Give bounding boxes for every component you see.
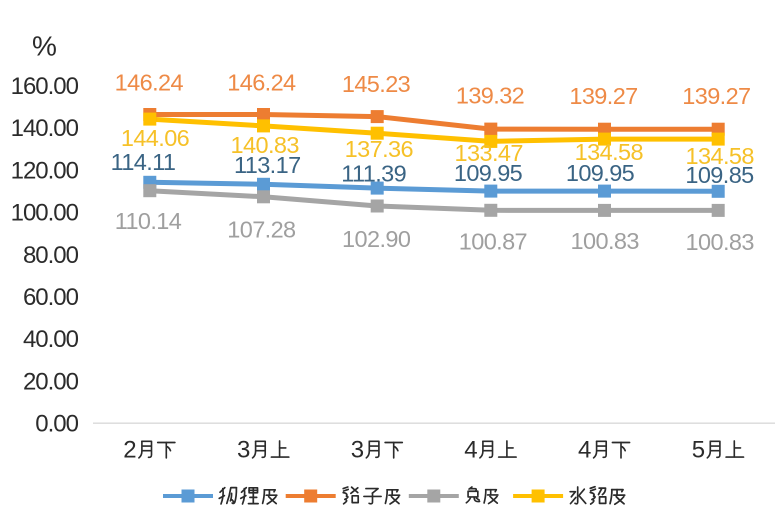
svg-text:4: 4 <box>464 436 477 463</box>
svg-text:102.90: 102.90 <box>342 226 411 252</box>
svg-text:100.00: 100.00 <box>11 200 79 227</box>
svg-text:3: 3 <box>351 436 364 463</box>
svg-text:80.00: 80.00 <box>23 242 79 269</box>
svg-text:140.83: 140.83 <box>231 132 300 158</box>
svg-text:109.95: 109.95 <box>566 160 635 186</box>
svg-text:144.06: 144.06 <box>121 125 190 151</box>
svg-text:160.00: 160.00 <box>11 73 79 100</box>
svg-text:3: 3 <box>237 436 250 463</box>
svg-text:146.24: 146.24 <box>227 69 296 95</box>
svg-text:109.85: 109.85 <box>685 162 754 188</box>
svg-text:5: 5 <box>692 436 705 463</box>
svg-text:113.17: 113.17 <box>234 152 301 178</box>
svg-text:146.24: 146.24 <box>115 69 184 95</box>
svg-text:110.14: 110.14 <box>115 208 182 234</box>
svg-text:4: 4 <box>578 436 591 463</box>
svg-text:139.27: 139.27 <box>682 83 750 109</box>
svg-text:60.00: 60.00 <box>23 284 79 311</box>
svg-text:134.58: 134.58 <box>686 143 755 169</box>
svg-text:20.00: 20.00 <box>23 368 79 395</box>
svg-text:0.00: 0.00 <box>35 411 78 438</box>
svg-text:%: % <box>32 31 57 62</box>
svg-text:134.58: 134.58 <box>575 139 644 165</box>
svg-text:133.47: 133.47 <box>455 140 523 166</box>
svg-text:111.39: 111.39 <box>341 161 406 187</box>
svg-text:107.28: 107.28 <box>227 217 296 243</box>
svg-text:120.00: 120.00 <box>11 157 79 184</box>
svg-text:100.83: 100.83 <box>571 228 640 254</box>
svg-text:137.36: 137.36 <box>345 136 414 162</box>
svg-text:140.00: 140.00 <box>11 115 79 142</box>
svg-text:40.00: 40.00 <box>23 326 79 353</box>
svg-text:114.11: 114.11 <box>111 149 176 175</box>
svg-text:139.32: 139.32 <box>456 83 524 109</box>
svg-text:100.83: 100.83 <box>686 229 755 255</box>
svg-text:100.87: 100.87 <box>459 229 527 255</box>
svg-text:109.95: 109.95 <box>454 160 523 186</box>
svg-text:139.27: 139.27 <box>569 83 637 109</box>
svg-text:2: 2 <box>123 436 136 463</box>
svg-text:145.23: 145.23 <box>342 71 411 97</box>
